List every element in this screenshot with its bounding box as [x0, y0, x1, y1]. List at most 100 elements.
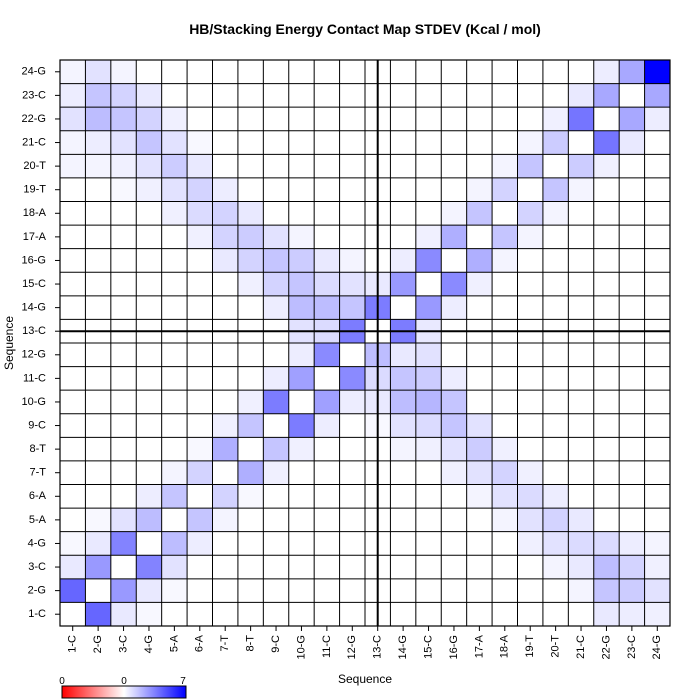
heatmap-cell	[517, 460, 543, 485]
heatmap-cell	[466, 272, 493, 296]
heatmap-cell	[187, 177, 213, 202]
heatmap-cell	[60, 107, 86, 131]
heatmap-cell	[492, 177, 518, 202]
y-tick-label: 13-C	[22, 325, 46, 337]
heatmap-cell	[517, 154, 543, 178]
heatmap-cell	[136, 555, 162, 579]
heatmap-cell	[212, 508, 238, 532]
heatmap-cell	[492, 225, 518, 249]
heatmap-cell	[85, 154, 111, 178]
heatmap-cell	[593, 602, 620, 626]
heatmap-cell	[415, 225, 442, 249]
heatmap-cell	[237, 460, 264, 485]
heatmap-cell	[60, 154, 86, 178]
heatmap-cell	[593, 83, 620, 108]
heatmap-cell	[263, 225, 289, 249]
x-tick-label: 18-A	[499, 634, 511, 658]
heatmap-cell	[110, 130, 137, 155]
heatmap-cell	[85, 555, 111, 579]
heatmap-cell	[136, 508, 162, 532]
heatmap-cell	[161, 177, 188, 202]
heatmap-cell	[517, 508, 543, 532]
heatmap-cell	[161, 107, 188, 131]
y-tick-label: 3-C	[28, 561, 46, 573]
heatmap-cell	[441, 295, 467, 320]
heatmap-cell	[390, 437, 416, 461]
heatmap-cell	[187, 508, 213, 532]
heatmap-cell	[110, 578, 137, 603]
legend-tick-max: 7	[180, 676, 186, 687]
heatmap-cell	[568, 531, 594, 556]
heatmap-cell	[237, 272, 264, 296]
y-tick-label: 6-A	[29, 490, 47, 502]
heatmap-cell	[110, 60, 137, 84]
heatmap-cell	[288, 413, 315, 438]
y-tick-label: 20-T	[23, 160, 46, 172]
heatmap-cell	[466, 177, 493, 202]
heatmap-cell	[441, 272, 467, 296]
heatmap-cell	[187, 225, 213, 249]
heatmap-cell	[212, 225, 238, 249]
heatmap-cell	[288, 366, 315, 391]
heatmap-cell	[60, 578, 86, 603]
heatmap-cell	[441, 413, 467, 438]
heatmap-cell	[619, 555, 645, 579]
heatmap-cell	[466, 437, 493, 461]
heatmap-cell	[542, 177, 569, 202]
y-tick-label: 24-G	[22, 66, 46, 78]
heatmap-cell	[314, 390, 340, 414]
heatmap-cell	[314, 343, 340, 367]
heatmap-cell	[542, 130, 569, 155]
heatmap-cell	[390, 390, 416, 414]
x-tick-label: 8-T	[245, 635, 257, 652]
heatmap-cell	[237, 225, 264, 249]
heatmap-cell	[542, 107, 569, 131]
x-tick-label: 4-G	[143, 635, 155, 653]
heatmap-cell	[136, 484, 162, 509]
heatmap-cell	[60, 130, 86, 155]
heatmap-cell	[568, 83, 594, 108]
heatmap-cell	[542, 201, 569, 226]
heatmap-cell	[568, 177, 594, 202]
x-tick-label: 13-C	[372, 635, 384, 659]
heatmap-cell	[263, 437, 289, 461]
heatmap-cell	[85, 508, 111, 532]
heatmap-cell	[415, 413, 442, 438]
heatmap-cell	[110, 154, 137, 178]
heatmap-cell	[187, 437, 213, 461]
heatmap-cell	[619, 578, 645, 603]
heatmap-cell	[441, 366, 467, 391]
heatmap-cell	[517, 484, 543, 509]
heatmap-cell	[619, 531, 645, 556]
heatmap-cell	[136, 107, 162, 131]
x-tick-label: 12-G	[346, 635, 358, 659]
heatmap-cell	[390, 343, 416, 367]
heatmap-cell	[644, 555, 670, 579]
heatmap-cell	[619, 130, 645, 155]
y-tick-label: 11-C	[23, 372, 46, 384]
heatmap-cell	[568, 555, 594, 579]
heatmap-cell	[212, 177, 238, 202]
heatmap-cell	[187, 531, 213, 556]
heatmap-cell	[161, 154, 188, 178]
heatmap-cell	[390, 248, 416, 273]
heatmap-cell	[85, 83, 111, 108]
heatmap-cell	[492, 154, 518, 178]
heatmap-cell	[237, 413, 264, 438]
y-tick-label: 23-C	[22, 89, 46, 101]
heatmap-cell	[492, 248, 518, 273]
heatmap-cell	[390, 272, 416, 296]
x-tick-label: 19-T	[524, 635, 536, 658]
heatmap-cell	[161, 484, 188, 509]
y-tick-label: 14-G	[22, 302, 46, 314]
x-tick-label: 7-T	[219, 635, 231, 652]
heatmap-cell	[466, 413, 493, 438]
x-tick-label: 16-G	[448, 635, 460, 659]
heatmap-cell	[644, 83, 670, 108]
heatmap-cell	[339, 390, 365, 414]
heatmap-cell	[263, 366, 289, 391]
heatmap-cell	[593, 578, 620, 603]
legend-frame	[61, 685, 187, 699]
heatmap-cell	[161, 555, 188, 579]
